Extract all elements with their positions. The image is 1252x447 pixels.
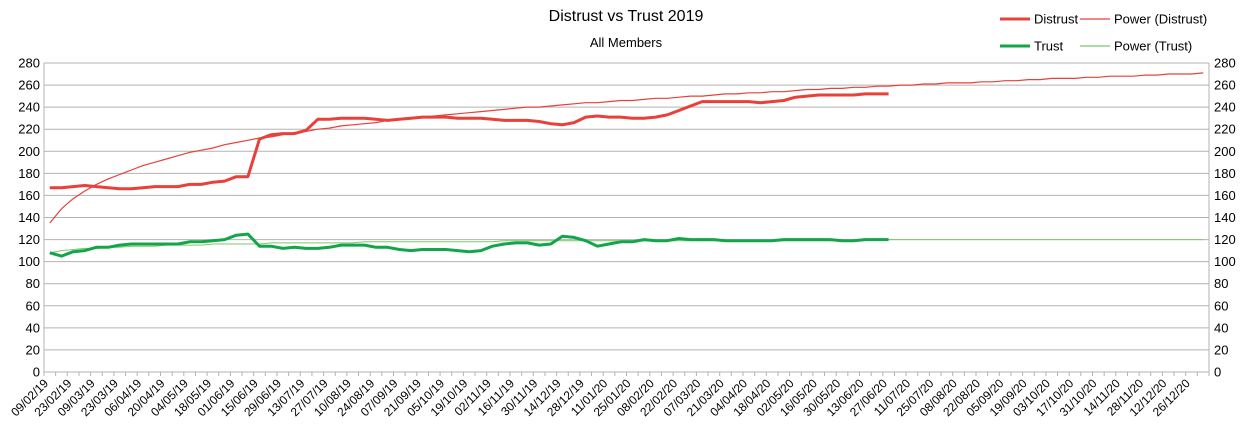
y-tick-label-left: 20: [26, 342, 40, 357]
y-tick-label-right: 220: [1214, 122, 1236, 137]
series-layer: [49, 72, 1204, 258]
y-tick-label-left: 160: [18, 188, 40, 203]
legend-label: Power (Trust): [1114, 39, 1192, 54]
y-tick-label-left: 0: [33, 365, 40, 380]
y-tick-label-left: 120: [18, 232, 40, 247]
series-line-trust: [49, 232, 889, 258]
gridlines: [43, 62, 1210, 373]
y-tick-label-right: 200: [1214, 144, 1236, 159]
y-tick-label-left: 80: [26, 276, 40, 291]
x-axis: 09/02/1923/02/1909/03/1923/03/1906/04/19…: [8, 372, 1210, 419]
chart-legend: Distrust Power (Distrust) Trust Power (Trus…: [1000, 12, 1207, 54]
y-tick-label-left: 200: [18, 144, 40, 159]
y-tick-label-left: 240: [18, 100, 40, 115]
y-tick-label-right: 180: [1214, 166, 1236, 181]
y-tick-label-right: 260: [1214, 78, 1236, 93]
y-tick-label-left: 280: [18, 56, 40, 71]
series-line-power-distrust: [49, 72, 1204, 224]
y-tick-label-right: 280: [1214, 56, 1236, 71]
legend-label: Distrust: [1034, 12, 1078, 27]
chart-subtitle: All Members: [590, 35, 663, 50]
y-tick-label-left: 60: [26, 298, 40, 313]
y-tick-label-right: 240: [1214, 100, 1236, 115]
y-tick-label-right: 140: [1214, 210, 1236, 225]
y-tick-label-left: 180: [18, 166, 40, 181]
legend-label: Power (Distrust): [1114, 12, 1207, 27]
y-tick-label-right: 80: [1214, 276, 1228, 291]
y-tick-label-right: 60: [1214, 298, 1228, 313]
y-tick-label-left: 260: [18, 78, 40, 93]
series-line-distrust: [49, 92, 889, 191]
y-tick-label-right: 100: [1214, 254, 1236, 269]
y-tick-label-right: 40: [1214, 320, 1228, 335]
y-tick-label-left: 100: [18, 254, 40, 269]
y-axis-right: 0 20 40 60 80 100 120 140 160 180 200 220 240 260 280: [1214, 56, 1236, 380]
y-tick-label-left: 220: [18, 122, 40, 137]
y-tick-label-right: 0: [1214, 365, 1221, 380]
y-tick-label-left: 40: [26, 320, 40, 335]
chart-title: Distrust vs Trust 2019: [549, 8, 704, 25]
y-tick-label-right: 160: [1214, 188, 1236, 203]
y-axis-left: 0 20 40 60 80 100 120 140 160 180 200 220 240 260 280: [18, 56, 40, 380]
legend-label: Trust: [1034, 39, 1064, 54]
y-tick-label-right: 20: [1214, 342, 1228, 357]
y-tick-label-right: 120: [1214, 232, 1236, 247]
y-tick-label-left: 140: [18, 210, 40, 225]
